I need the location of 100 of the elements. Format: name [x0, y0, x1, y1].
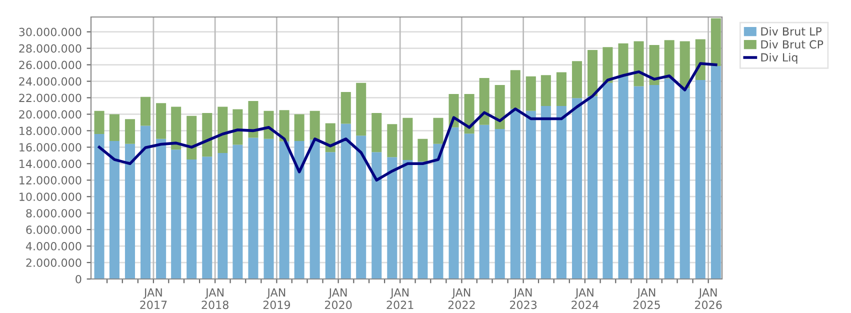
bar — [602, 47, 613, 83]
bar — [556, 72, 566, 106]
bar — [171, 150, 182, 279]
x-tick-label: JAN 2024 — [572, 288, 598, 310]
x-tick-label: JAN 2021 — [386, 288, 414, 310]
bar — [572, 98, 582, 279]
bar — [479, 78, 490, 125]
bar — [218, 106, 228, 153]
bar — [588, 50, 598, 96]
x-tick-label: JAN 2020 — [324, 288, 352, 310]
bar — [494, 129, 505, 279]
y-tick-label: 0 — [76, 274, 82, 284]
bar — [433, 118, 444, 144]
bar — [402, 118, 413, 160]
bar — [649, 84, 660, 279]
bar — [540, 75, 551, 106]
bar — [294, 114, 304, 141]
bar — [448, 127, 459, 279]
bar — [634, 86, 644, 279]
x-tick-label: JAN 2025 — [633, 288, 660, 310]
bar — [109, 114, 120, 141]
bar — [279, 141, 290, 279]
bar — [695, 80, 706, 279]
bar — [340, 124, 351, 279]
bar — [649, 45, 660, 85]
bar — [156, 138, 166, 279]
legend-label: Div Liq — [761, 52, 798, 64]
bar — [556, 106, 566, 279]
bar — [202, 156, 212, 279]
bar — [418, 162, 428, 279]
y-tick-label: 2.000.000 — [26, 258, 82, 267]
bar — [232, 109, 243, 145]
y-tick-label: 14.000.000 — [20, 160, 82, 168]
bar — [602, 82, 613, 279]
bar — [171, 106, 182, 150]
y-tick-label: 10.000.000 — [20, 192, 82, 201]
bar — [156, 103, 166, 139]
x-tick-label: JAN 2022 — [448, 288, 475, 310]
bar — [664, 78, 674, 279]
y-tick-label: 22.000.000 — [19, 94, 82, 102]
bar — [695, 39, 706, 80]
y-tick-label: 18.000.000 — [20, 126, 82, 136]
bar — [325, 152, 336, 279]
x-tick-label: JAN 2018 — [202, 288, 228, 310]
bar — [710, 18, 721, 66]
bar — [387, 157, 398, 279]
bar — [294, 140, 304, 279]
bar — [186, 116, 197, 160]
bar — [94, 134, 104, 279]
bar — [218, 152, 228, 279]
bar — [526, 110, 536, 279]
bar — [124, 144, 136, 279]
bar — [356, 82, 366, 136]
y-tick-label: 28.000.000 — [19, 44, 82, 53]
bar — [94, 110, 104, 134]
bar — [356, 136, 366, 279]
x-tick-label: JAN 2023 — [510, 288, 537, 310]
x-tick-label: JAN 2019 — [263, 288, 290, 310]
bar — [526, 76, 536, 111]
bar — [140, 96, 151, 126]
bar — [588, 96, 598, 279]
bar — [618, 76, 628, 279]
legend-label: Div Brut LP — [761, 27, 822, 36]
bar — [433, 144, 444, 279]
bar — [140, 126, 151, 279]
y-tick-label: 12.000.000 — [20, 176, 82, 185]
y-tick-label: 26.000.000 — [19, 60, 82, 70]
bar — [402, 160, 413, 279]
bar — [186, 160, 197, 279]
legend-label: Div Brut CP — [761, 40, 824, 49]
bar — [464, 134, 474, 279]
y-tick-label: 6.000.000 — [26, 226, 82, 234]
bar — [418, 138, 428, 162]
bar — [310, 140, 320, 279]
bar — [664, 40, 674, 78]
bar — [618, 43, 628, 76]
bar — [510, 108, 520, 279]
y-tick-label: 24.000.000 — [19, 77, 82, 86]
bar — [479, 124, 490, 279]
bar — [634, 41, 644, 86]
bar — [464, 94, 474, 134]
y-tick-label: 20.000.000 — [19, 110, 82, 119]
y-tick-label: 16.000.000 — [20, 143, 82, 152]
x-tick-label: JAN 2017 — [140, 288, 167, 310]
bar — [340, 92, 351, 124]
bar — [202, 112, 212, 157]
bar — [248, 138, 258, 279]
bar — [279, 110, 290, 142]
x-tick-label: JAN 2026 — [695, 288, 722, 310]
bar — [264, 138, 274, 279]
bar — [387, 124, 398, 158]
y-tick-label: 30.000.000 — [19, 28, 82, 36]
y-tick-label: 4.000.000 — [26, 242, 82, 250]
bar — [680, 41, 690, 88]
bar — [494, 84, 505, 130]
bar — [310, 110, 320, 140]
bar — [248, 101, 258, 138]
bar — [680, 88, 690, 279]
bar — [510, 70, 520, 109]
bar — [372, 152, 382, 279]
